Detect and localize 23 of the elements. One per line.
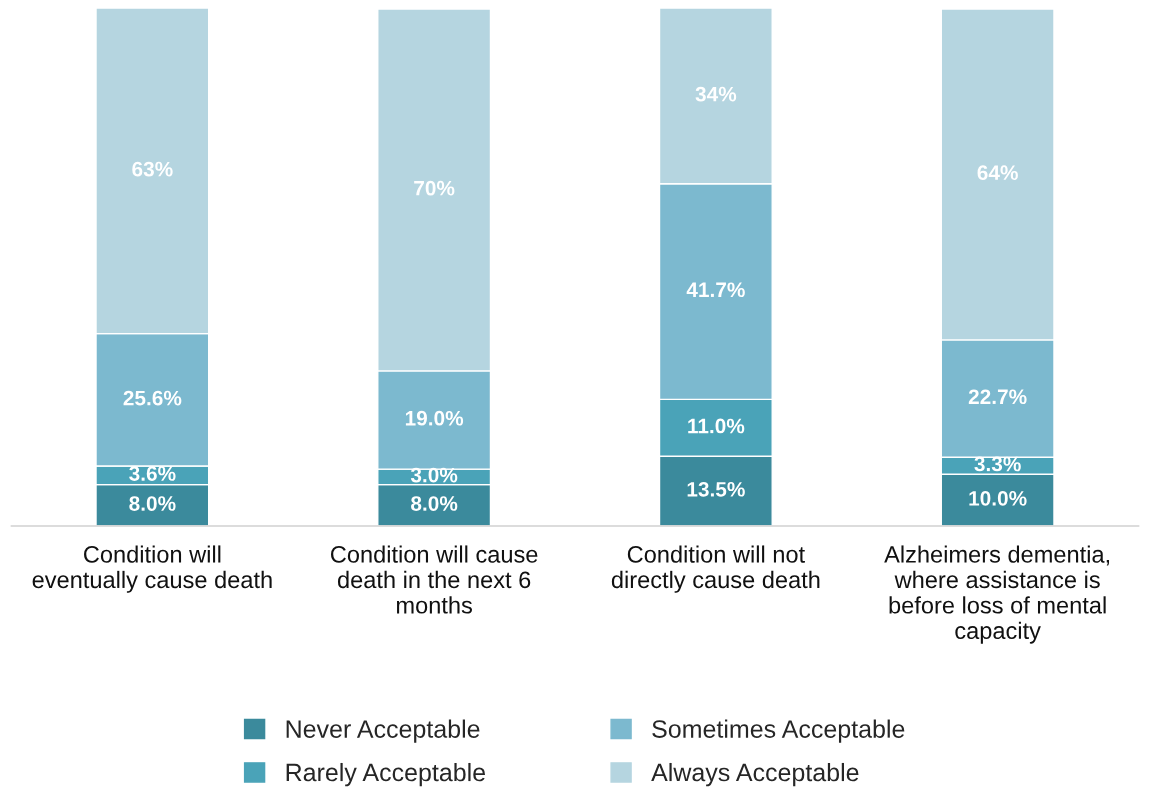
data-label: 34% (695, 86, 737, 102)
data-label: 3.6% (129, 466, 176, 481)
data-label: 8.0% (129, 496, 176, 511)
data-label: 41.7% (686, 282, 745, 298)
legend-label: Never Acceptable (286, 719, 480, 743)
data-label: 25.6% (123, 390, 182, 406)
data-label: 10.0% (969, 490, 1027, 506)
x-tick-label: Alzheimers dementia, where assistance is before loss of mental capacity (884, 545, 1110, 644)
x-tick-label: Condition will not directly cause death (611, 545, 820, 593)
data-label: 22.7% (968, 389, 1027, 405)
data-label: 11.0% (688, 418, 745, 434)
data-label: 64% (977, 165, 1018, 181)
data-label: 13.5% (687, 481, 745, 497)
x-tick-label: Condition will eventually cause death (32, 545, 272, 593)
legend-label: Sometimes Acceptable (652, 719, 905, 743)
data-label: 70% (414, 180, 455, 196)
data-label: 8.0% (411, 496, 458, 511)
data-label: 19.0% (405, 410, 464, 426)
data-label: 3.0% (410, 467, 458, 483)
legend-label: Rarely Acceptable (286, 762, 485, 787)
legend-label: Always Acceptable (651, 762, 859, 787)
data-label: 63% (132, 161, 173, 177)
x-tick-label: Condition will cause death in the next 6 months (330, 545, 538, 614)
